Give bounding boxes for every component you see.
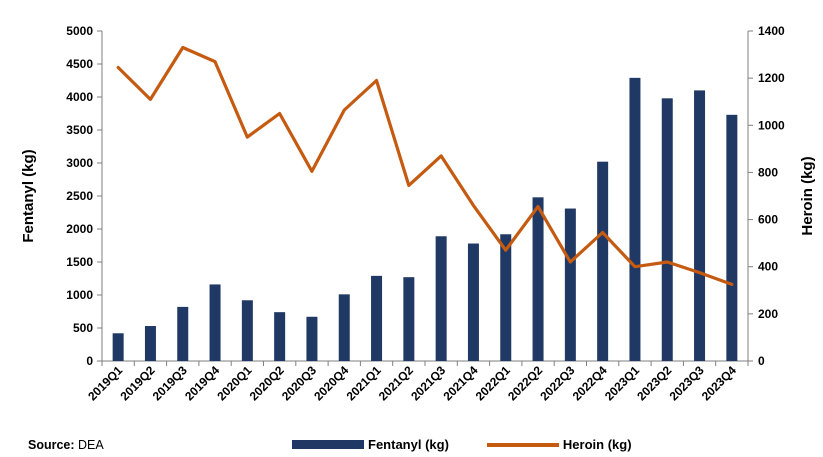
x-tick-label: 2019Q1 — [85, 363, 125, 403]
fentanyl-bar — [661, 98, 673, 361]
fentanyl-bar — [467, 243, 479, 361]
x-tick-label: 2020Q3 — [279, 363, 319, 403]
right-tick-label: 1200 — [758, 71, 785, 85]
x-tick-label: 2019Q3 — [150, 363, 190, 403]
fentanyl-bar — [144, 326, 156, 361]
right-axis-title: Heroin (kg) — [799, 156, 816, 235]
left-tick-label: 1500 — [66, 255, 93, 269]
left-tick-label: 3000 — [66, 156, 93, 170]
fentanyl-bar — [177, 306, 189, 361]
left-axis-title: Fentanyl (kg) — [20, 149, 37, 242]
heroin-line-series — [116, 45, 734, 286]
left-axis: 0 500 1000 1500 2000 2500 3000 3500 4000 4500 5000 — [66, 24, 749, 368]
x-tick-label: 2023Q2 — [634, 363, 674, 403]
legend-heroin-swatch — [486, 442, 559, 447]
right-tick-label: 800 — [758, 165, 778, 179]
x-tick-label: 2021Q4 — [440, 363, 480, 403]
fentanyl-bar — [500, 234, 512, 361]
legend-fentanyl-label: Fentanyl (kg) — [368, 437, 449, 452]
left-tick-label: 3500 — [66, 123, 93, 137]
legend: Fentanyl (kg) Heroin (kg) — [292, 437, 632, 452]
right-tick-label: 400 — [758, 260, 778, 274]
left-tick-label: 500 — [73, 321, 93, 335]
source-label: Source: — [28, 438, 75, 452]
fentanyl-bar — [241, 300, 253, 361]
right-tick-label: 600 — [758, 213, 778, 227]
left-tick-label: 2500 — [66, 189, 93, 203]
axis-titles: Fentanyl (kg) Heroin (kg) — [20, 149, 816, 242]
right-axis: 0 200 400 600 800 1000 1200 1400 — [747, 24, 785, 368]
fentanyl-bars — [112, 77, 738, 362]
x-tick-label: 2023Q1 — [602, 363, 642, 403]
heroin-line — [116, 45, 734, 286]
x-tick-label: 2020Q2 — [247, 363, 287, 403]
fentanyl-bar — [629, 77, 641, 362]
x-tick-label: 2022Q3 — [537, 363, 577, 403]
fentanyl-bar — [694, 90, 706, 362]
fentanyl-bar — [435, 236, 447, 361]
x-tick-labels: 2019Q12019Q22019Q32019Q42020Q12020Q22020… — [85, 363, 739, 403]
left-tick-label: 4000 — [66, 90, 93, 104]
right-tick-label: 1400 — [758, 24, 785, 38]
x-tick-label: 2021Q2 — [376, 363, 416, 403]
left-tick-label: 1000 — [66, 288, 93, 302]
legend-heroin-label: Heroin (kg) — [562, 437, 632, 452]
fentanyl-bar — [338, 294, 350, 361]
fentanyl-bar — [597, 161, 609, 361]
left-tick-label: 0 — [86, 354, 93, 368]
fentanyl-bar — [726, 114, 738, 361]
x-tick-label: 2022Q1 — [473, 363, 513, 403]
left-tick-label: 2000 — [66, 222, 93, 236]
x-tick-label: 2023Q4 — [699, 363, 739, 403]
x-tick-label: 2021Q1 — [344, 363, 384, 403]
source-note: Source: DEA — [28, 438, 104, 452]
source-value: DEA — [78, 438, 104, 452]
fentanyl-bar — [274, 312, 286, 361]
x-tick-label: 2020Q1 — [214, 363, 254, 403]
x-tick-label: 2021Q3 — [408, 363, 448, 403]
x-tick-label: 2019Q4 — [182, 363, 222, 403]
x-tick-label: 2022Q4 — [570, 363, 610, 403]
right-tick-label: 0 — [758, 354, 765, 368]
left-tick-label: 5000 — [66, 24, 93, 38]
fentanyl-bar — [564, 208, 576, 361]
fentanyl-bar — [306, 316, 318, 361]
fentanyl-bar — [209, 284, 221, 361]
fentanyl-bar — [403, 277, 415, 361]
fentanyl-bar — [371, 275, 383, 361]
x-tick-label: 2020Q4 — [311, 363, 351, 403]
left-tick-label: 4500 — [66, 57, 93, 71]
legend-fentanyl-swatch — [292, 440, 364, 449]
fentanyl-bar — [532, 197, 544, 361]
x-tick-label: 2022Q2 — [505, 363, 545, 403]
x-tick-label: 2023Q3 — [667, 363, 707, 403]
x-tick-label: 2019Q2 — [117, 363, 157, 403]
right-tick-label: 1000 — [758, 118, 785, 132]
right-tick-label: 200 — [758, 307, 778, 321]
fentanyl-bar — [112, 333, 124, 361]
